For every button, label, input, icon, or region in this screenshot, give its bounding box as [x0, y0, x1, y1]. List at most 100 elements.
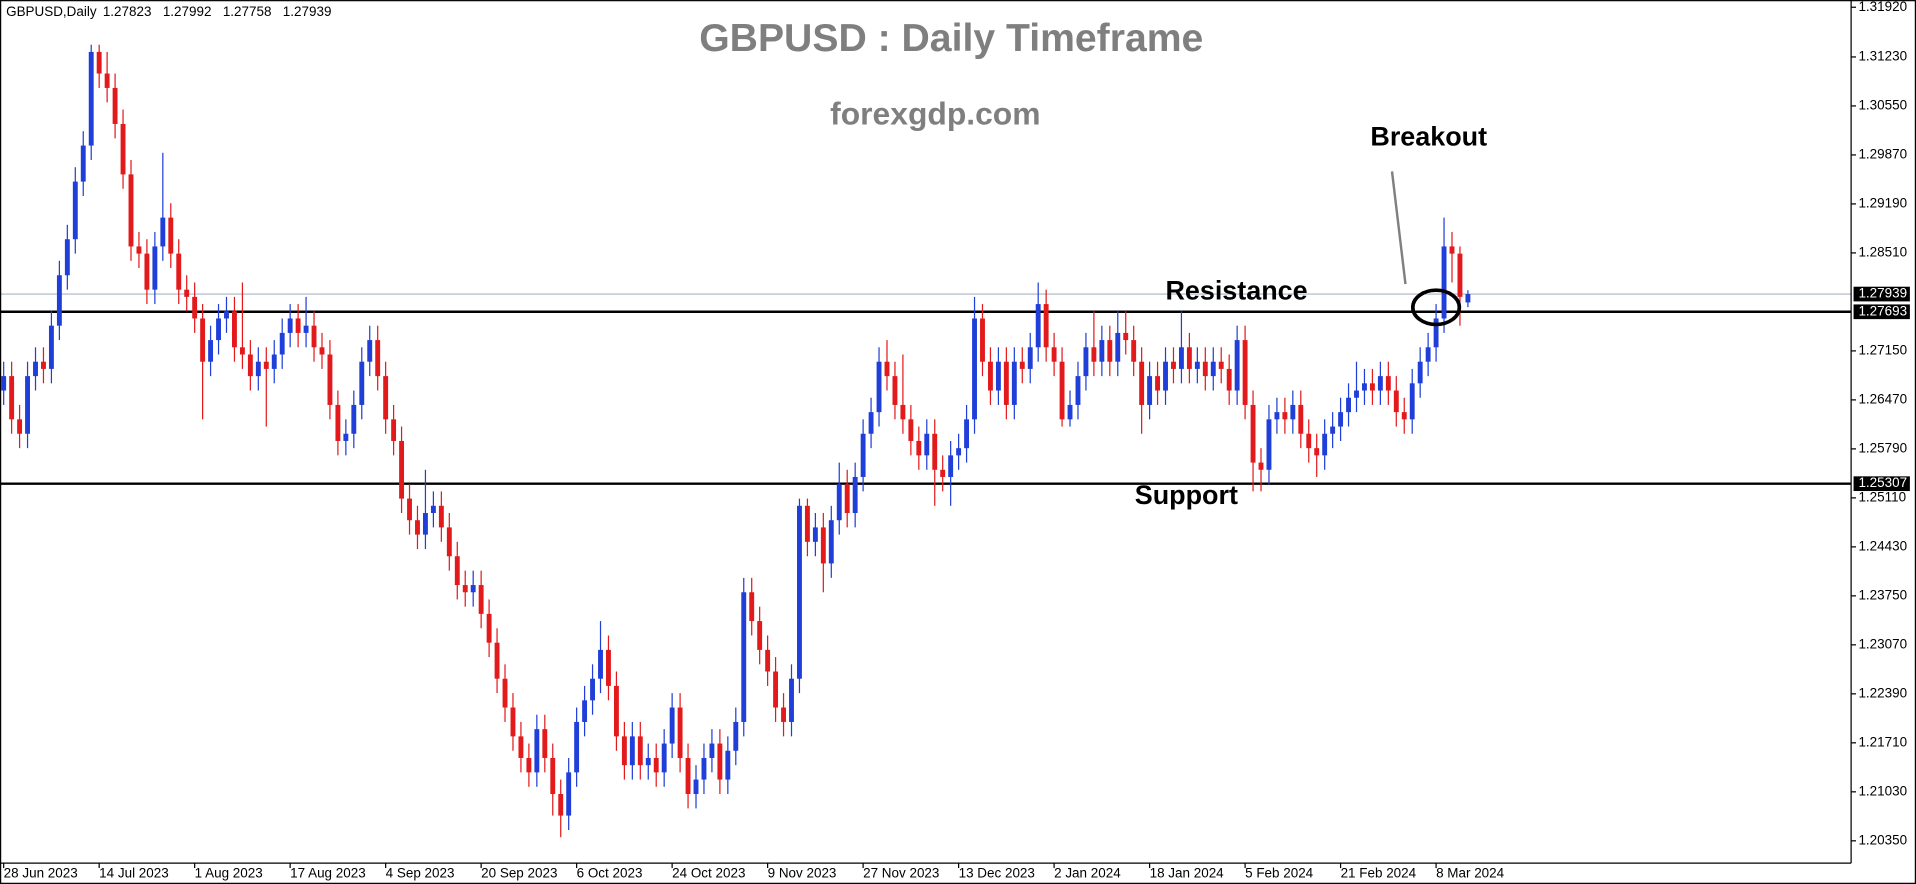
candle-body [1123, 332, 1129, 341]
candle-body [446, 527, 452, 557]
candle-body [96, 51, 102, 74]
y-tick-label: 1.20350 [1858, 832, 1907, 847]
candle-body [64, 239, 70, 276]
candle-body [1234, 340, 1240, 391]
candle-body [1242, 340, 1248, 405]
resistance-price-label-box [1853, 304, 1910, 320]
current-price-label: 1.27939 [1858, 286, 1907, 301]
candle-body [725, 750, 731, 780]
candle-body [295, 318, 301, 333]
candle-body [486, 613, 492, 643]
x-tick-label: 2 Jan 2024 [1054, 866, 1121, 881]
candle-body [757, 621, 763, 650]
support-price-label-box [1853, 476, 1910, 492]
candle-body [956, 448, 962, 456]
y-tick-label: 1.29190 [1858, 195, 1907, 210]
candle-body [359, 361, 365, 405]
resistance-price-label: 1.27693 [1858, 303, 1907, 318]
candle-body [876, 361, 882, 413]
candle-body [9, 376, 15, 420]
candle-body [1171, 361, 1176, 369]
candle-body [1139, 361, 1145, 405]
candle-body [590, 678, 596, 701]
candle-body [1019, 361, 1025, 369]
candle-body [1314, 448, 1320, 456]
candle-body [972, 318, 977, 420]
candle-body [820, 527, 826, 564]
candle-body [1290, 404, 1296, 420]
candle-body [653, 757, 659, 773]
x-tick-label: 4 Sep 2023 [386, 866, 455, 881]
candle-body [693, 779, 699, 794]
candle-body [1298, 404, 1304, 434]
candle-body [184, 289, 190, 297]
candle-body [1027, 347, 1033, 369]
y-tick-label: 1.27150 [1858, 342, 1907, 357]
candle-body [176, 253, 182, 290]
candle-body [828, 520, 834, 564]
candle-body [836, 484, 842, 521]
candle-body [1075, 376, 1081, 405]
candle-body [1266, 419, 1272, 470]
x-tick-label: 6 Oct 2023 [577, 866, 643, 881]
candle-body [430, 505, 436, 514]
candle-body [1099, 340, 1105, 362]
candle-body [598, 649, 603, 679]
y-tick-label: 1.25790 [1858, 440, 1907, 455]
candle-body [1131, 340, 1137, 362]
current-price-label-box [1853, 286, 1910, 302]
support-annotation: Support [1135, 480, 1238, 510]
candle-body [415, 520, 420, 535]
candle-body [781, 707, 786, 722]
breakout-annotation: Breakout [1370, 121, 1487, 151]
candle-body [422, 513, 428, 535]
y-tick-label: 1.21030 [1858, 783, 1907, 798]
candle-body [1011, 361, 1017, 405]
candle-body [1059, 361, 1065, 420]
candle-body [72, 181, 78, 240]
candle-body [1043, 304, 1049, 348]
breakout-circle [1410, 288, 1462, 327]
candle-body [48, 325, 54, 369]
candle-body [80, 145, 86, 182]
candle-body [478, 585, 484, 614]
candle-body [1083, 347, 1089, 377]
y-tick-label: 1.24430 [1858, 538, 1907, 553]
candle-body [995, 361, 1001, 391]
candle-body [518, 736, 524, 758]
candle-body [566, 772, 572, 816]
x-tick-label: 18 Jan 2024 [1150, 866, 1225, 881]
candle-body [932, 433, 938, 470]
candle-body [351, 404, 357, 434]
y-tick-label: 1.23070 [1858, 636, 1907, 651]
candle-body [645, 757, 651, 766]
candle-body [136, 246, 142, 254]
y-tick-label: 1.31230 [1858, 49, 1907, 64]
candle-body [1067, 404, 1073, 420]
candle-body [1091, 347, 1097, 362]
candle-body [964, 419, 970, 449]
candle-body [940, 469, 946, 477]
x-tick-label: 24 Oct 2023 [672, 866, 745, 881]
candle-body [613, 685, 619, 737]
candle-body [1338, 412, 1344, 427]
candle-body [987, 361, 993, 391]
candle-body [924, 433, 930, 456]
x-tick-label: 9 Nov 2023 [768, 866, 837, 881]
candle-body [1003, 361, 1009, 405]
candle-body [271, 354, 277, 369]
candle-body [629, 736, 635, 766]
y-tick-label: 1.29870 [1858, 146, 1907, 161]
candle-body [1178, 347, 1184, 369]
breakout-pointer [1390, 171, 1407, 285]
candle-body [399, 440, 405, 499]
candle-body [797, 505, 802, 679]
candle-body [232, 311, 237, 348]
candle-body [669, 707, 675, 744]
candle-body [494, 642, 500, 679]
candle-body [916, 440, 922, 456]
candle-body [33, 361, 38, 377]
candle-body [1354, 390, 1359, 398]
